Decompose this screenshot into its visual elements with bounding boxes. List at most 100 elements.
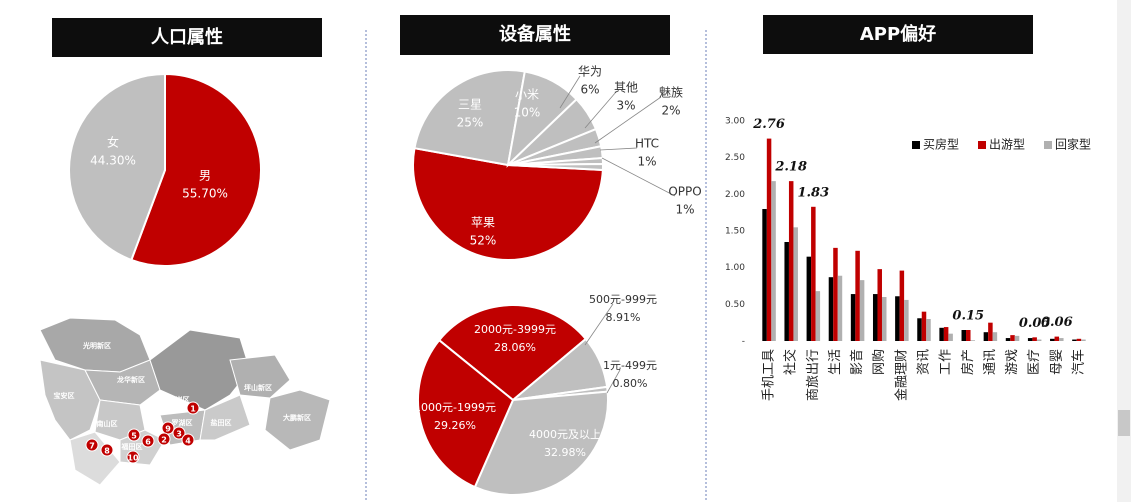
scrollbar: [1117, 0, 1131, 502]
bar: [1050, 338, 1055, 341]
bar: [970, 340, 976, 341]
map-marker: [141, 434, 155, 448]
legend-swatch: [978, 141, 986, 149]
bar: [762, 209, 767, 341]
slice-label: 其他: [614, 81, 638, 95]
map-marker: [181, 433, 195, 447]
pie-slice: [413, 69, 526, 167]
x-tick-label: 医疗: [1027, 349, 1042, 375]
bar: [904, 299, 909, 341]
y-tick-label: 3.00: [725, 117, 745, 127]
bar: [983, 332, 989, 341]
bar: [833, 247, 838, 341]
slice-value: 44.30%: [90, 154, 136, 168]
map-marker: [126, 450, 140, 464]
slice-label: 4000元及以上: [529, 428, 601, 441]
slice-value: 2%: [661, 104, 680, 118]
region-label: 宝安区: [54, 391, 75, 400]
marker-label: 10: [127, 454, 139, 463]
leader-line: [584, 91, 617, 129]
map-marker: [127, 428, 141, 442]
bar: [1036, 339, 1042, 341]
bar: [806, 256, 812, 341]
leader-line: [601, 157, 676, 197]
slice-value: 8.91%: [606, 311, 641, 324]
bar: [1032, 337, 1037, 341]
bar: [881, 297, 887, 341]
bar: [1081, 339, 1086, 341]
bar: [815, 291, 821, 341]
slice-value: 10%: [514, 106, 541, 120]
bar: [988, 322, 993, 341]
scroll-thumb[interactable]: [1118, 410, 1130, 436]
bar: [837, 275, 843, 341]
marker-label: 9: [165, 425, 171, 434]
x-tick-label: 生活: [828, 349, 843, 375]
bar: [788, 181, 794, 341]
x-tick-label: 房产: [960, 349, 976, 375]
slice-value: 32.98%: [544, 446, 586, 459]
region-label: 龙岗区: [168, 395, 190, 404]
section-title: APP偏好: [860, 23, 936, 45]
bar: [992, 332, 998, 341]
map-marker: [157, 432, 171, 446]
x-tick-label: 网购: [871, 349, 887, 375]
x-tick-label: 汽车: [1070, 349, 1086, 375]
marker-label: 3: [176, 430, 182, 439]
slice-label: HTC: [635, 137, 659, 151]
slice-value: 6%: [580, 83, 599, 97]
region-label: 盐田区: [211, 418, 232, 427]
region-label: 坪山新区: [244, 383, 272, 392]
slice-label: 苹果: [471, 216, 495, 230]
value-label: 1.83: [797, 185, 829, 200]
x-tick-label: 金融理财: [893, 349, 909, 401]
bar: [766, 138, 772, 341]
bar: [1027, 338, 1033, 341]
y-tick-label: 1.00: [725, 263, 745, 273]
map-area: [229, 354, 291, 399]
slice-value: 52%: [470, 234, 497, 248]
slice-value: 1%: [675, 203, 694, 217]
bar: [828, 277, 834, 341]
marker-label: 6: [145, 438, 151, 447]
leader-line: [599, 147, 638, 151]
section-header: [763, 15, 1033, 54]
map-marker: [186, 401, 200, 415]
marker-label: 5: [131, 432, 137, 441]
x-tick-label: 母婴: [1049, 349, 1064, 375]
section-title: 人口属性: [151, 26, 223, 48]
slice-value: 28.06%: [494, 341, 536, 354]
y-tick-label: 2.50: [725, 153, 745, 163]
map-marker: [85, 438, 99, 452]
leader-line: [606, 369, 621, 394]
bar: [966, 330, 971, 341]
map-area: [264, 389, 331, 451]
x-tick-label: 游戏: [1005, 349, 1020, 375]
bar: [926, 319, 931, 341]
pie-slice: [412, 147, 604, 261]
x-tick-label: 工作: [939, 349, 954, 375]
slice-label: 女: [107, 135, 119, 150]
legend-swatch: [1044, 141, 1052, 149]
value-label: 0.15: [952, 309, 984, 324]
bar: [1059, 338, 1064, 341]
pie-slice: [417, 338, 515, 489]
pie-slice: [437, 304, 588, 402]
slice-label: 1元-499元: [603, 359, 657, 372]
bar: [855, 250, 860, 341]
bar: [939, 327, 944, 341]
bar: [872, 294, 878, 341]
slice-value: 3%: [616, 99, 635, 113]
slice-value: 55.70%: [182, 187, 228, 201]
marker-label: 7: [89, 442, 95, 451]
x-tick-label: 社交: [783, 349, 799, 375]
leader-line: [594, 96, 662, 144]
slice-value: 25%: [457, 116, 484, 130]
slice-label: 华为: [578, 65, 602, 79]
bar: [921, 311, 927, 341]
leader-line: [584, 303, 614, 346]
leader-line: [559, 75, 581, 109]
x-tick-label: 影音: [849, 349, 865, 375]
value-label: 2.18: [774, 160, 807, 175]
marker-label: 1: [190, 405, 196, 414]
